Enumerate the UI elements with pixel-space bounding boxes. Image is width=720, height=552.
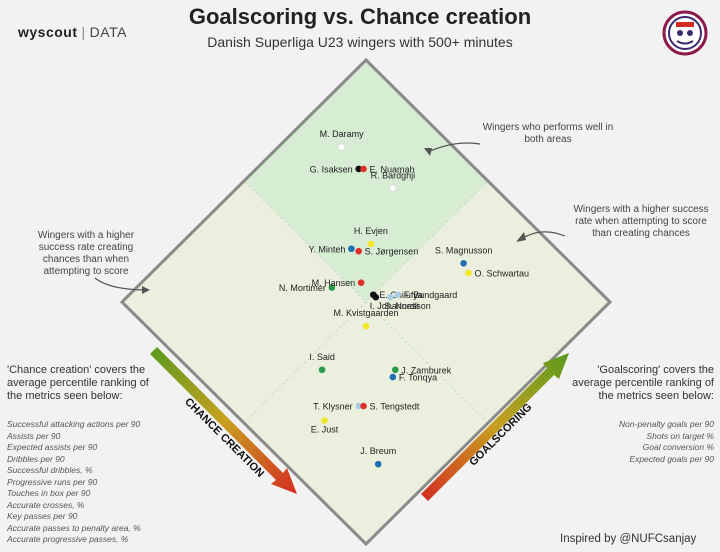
left-metric-item: Key passes per 90 [7, 511, 78, 521]
data-label: E. Nuamah [370, 164, 415, 174]
annotation-right: Wingers with a higher success rate when … [573, 204, 709, 239]
data-point [460, 259, 467, 267]
brand-logo-text: wyscout | DATA [18, 24, 127, 40]
data-point [355, 247, 362, 255]
data-point [394, 291, 402, 299]
annotation-top-arrowhead [424, 148, 432, 156]
data-label: N. Mortimer [279, 283, 326, 293]
left-metric-item: Successful dribbles, % [7, 465, 93, 475]
left-metric-item: Assists per 90 [7, 430, 61, 441]
data-label: T. Klysner [313, 402, 353, 412]
right-metric-item: Expected goals per 90 [629, 453, 714, 464]
data-label: H. Evjen [354, 226, 388, 236]
data-point [465, 269, 472, 277]
brand-divider: | [81, 24, 86, 40]
data-point [337, 143, 346, 151]
left-metric-item: Expected assists per 90 [7, 442, 98, 452]
left-metric-list: Successful attacking actions per 90 Assi… [7, 419, 187, 546]
data-point [360, 402, 367, 410]
right-panel-description: 'Goalscoring' covers the average percent… [572, 364, 714, 402]
data-point [367, 240, 375, 248]
data-label: M. Hansen [312, 278, 356, 288]
annotation-left-pointer [94, 277, 149, 291]
page-title: Goalscoring vs. Chance creation [188, 4, 532, 29]
left-metric-item: Accurate passes to penalty area, % [7, 522, 141, 533]
data-point [389, 184, 397, 192]
data-point [355, 165, 362, 173]
data-point [372, 293, 380, 301]
data-point [318, 366, 326, 374]
data-point [387, 293, 394, 301]
credit-text: Inspired by @NUFCsanjay [560, 533, 697, 545]
data-point [357, 279, 365, 286]
data-label: M. Kvistgaarden [333, 308, 398, 318]
data-label: S. Jørgensen [365, 247, 419, 257]
data-label: Y. Minteh [309, 244, 346, 254]
annotation-right-arrowhead [516, 232, 526, 242]
left-metric-item: Progressive runs per 90 [7, 476, 98, 487]
data-label: F. Bundgaard [404, 290, 458, 300]
data-label: J. Zamburek [401, 365, 452, 375]
data-label: G. Isaksen [310, 164, 353, 174]
left-metric-item: Dribbles per 90 [7, 453, 65, 464]
annotation-top: Wingers who performs well in both areas [482, 122, 614, 145]
data-point [348, 245, 355, 253]
left-metric-item: Successful attacking actions per 90 [7, 419, 141, 429]
data-label: S. Nordli [384, 301, 419, 311]
data-label: S. Tengstedt [370, 402, 420, 412]
brand-name: wyscout [18, 24, 78, 40]
data-label: F. Tonqya [399, 373, 437, 383]
midline-goal [243, 180, 489, 424]
goal-axis-arrow [421, 353, 569, 501]
data-point [360, 165, 367, 173]
data-point [391, 366, 399, 374]
data-label: I. Said [309, 352, 335, 362]
annotation-left: Wingers with a higher success rate creat… [37, 230, 135, 277]
annotation-top-pointer [427, 142, 481, 153]
data-label: M. Daramy [320, 129, 365, 139]
left-metric-item: Accurate crosses, % [7, 499, 85, 510]
right-metric-list: Non-penalty goals per 90 Shots on target… [540, 419, 714, 465]
data-point [355, 402, 362, 410]
left-panel-description: 'Chance creation' covers the average per… [7, 364, 149, 402]
data-point [389, 373, 397, 381]
data-label: E. Chilufya [379, 290, 423, 300]
annotation-left-arrowhead [142, 286, 150, 294]
plot-border [119, 57, 613, 547]
data-label: S. Magnusson [435, 245, 493, 255]
left-metric-item: Touches in box per 90 [7, 488, 91, 498]
chance-axis-arrow [150, 347, 297, 494]
data-point [328, 284, 336, 291]
data-label: I. Johannesson [370, 301, 431, 311]
data-label: O. Schwartau [474, 268, 529, 278]
data-point [374, 460, 382, 468]
data-label: E. Just [311, 425, 339, 435]
page-subtitle: Danish Superliga U23 wingers with 500+ m… [207, 34, 513, 50]
left-metric-item: Accurate progressive passes, % [7, 534, 129, 544]
right-metric-item: Non-penalty goals per 90 [619, 419, 714, 429]
right-metric-item: Shots on target % [646, 430, 714, 441]
data-point [362, 322, 370, 330]
club-badge-icon [662, 10, 708, 56]
right-metric-item: Goal conversion % [642, 442, 714, 452]
brand-suffix: DATA [89, 24, 127, 40]
data-label: R. Bardghji [371, 170, 416, 180]
data-point [321, 417, 328, 424]
data-label: J. Breum [360, 446, 396, 456]
